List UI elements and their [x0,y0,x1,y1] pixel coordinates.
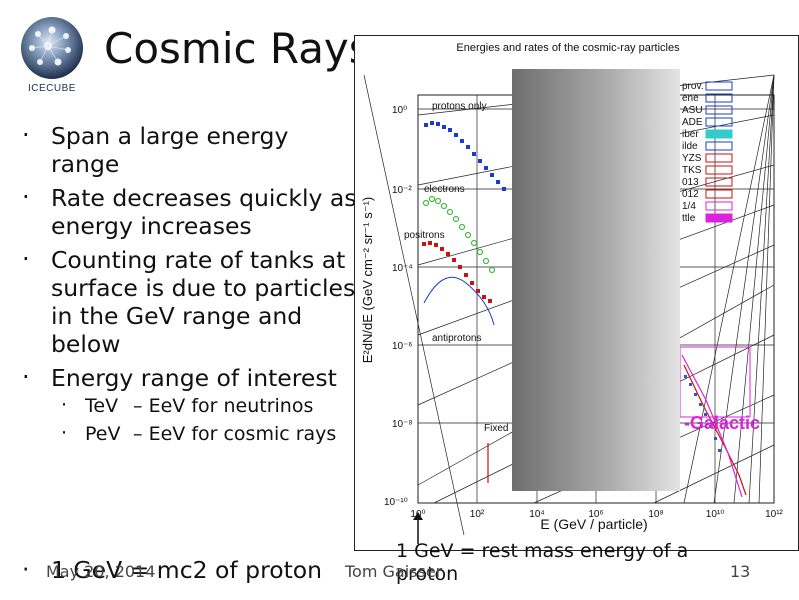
legend-markers [705,81,733,223]
sub-bullet-text: – EeV for neutrinos [133,395,314,417]
svg-text:10⁻⁶: 10⁻⁶ [392,341,413,352]
svg-text:ene: ene [682,93,699,104]
svg-text:YZS: YZS [682,153,702,164]
svg-text:10⁻¹⁰: 10⁻¹⁰ [384,497,408,508]
figure-title: Energies and rates of the cosmic-ray par… [456,42,680,54]
bullet-item-last: · 1 GeV = mc2 of proton [22,555,362,584]
bullet-item: Rate decreases quickly as energy increas… [22,183,362,240]
caption-arrow [413,512,423,544]
svg-text:10⁸: 10⁸ [648,509,663,520]
svg-text:TKS: TKS [682,165,702,176]
slide-title: Cosmic Rays [104,24,371,73]
legend: prov. ene ASU ADE iber ilde YZS TKS 013 … [682,81,704,224]
svg-text:012: 012 [682,189,699,200]
sub-bullet-lead: TeV [85,395,119,417]
footer-page-number: 13 [730,562,751,581]
bullet-item: Span a large energy range [22,121,362,178]
svg-text:ttle: ttle [682,213,696,224]
svg-text:ilde: ilde [682,141,698,152]
svg-text:1/4: 1/4 [682,201,696,212]
antiproton-curve [423,276,495,326]
x-axis-label: E (GeV / particle) [540,516,647,532]
svg-text:10¹⁰: 10¹⁰ [706,509,724,520]
svg-text:10⁰: 10⁰ [392,105,407,116]
bullet-item: Energy range of interest TeV – EeV for n… [22,363,362,446]
occluding-overlay [512,69,680,491]
svg-text:013: 013 [682,177,699,188]
high-energy-data-points [684,375,721,452]
svg-text:10⁻²: 10⁻² [392,185,412,196]
svg-text:iber: iber [682,129,699,140]
label-fixed: Fixed [484,423,508,434]
svg-text:10⁻⁸: 10⁻⁸ [392,419,413,430]
footer-author: Tom Gaisser [345,562,443,581]
svg-text:10⁴: 10⁴ [529,509,544,520]
y-axis-label: E²dN/dE (GeV cm⁻² sr⁻¹ s⁻¹) [360,197,375,363]
high-energy-curve [683,364,747,496]
label-protons: protons only [432,101,486,112]
icecube-logo: ICECUBE [18,16,88,94]
sub-bullet-text: – EeV for cosmic rays [133,423,337,445]
proton-data-points [424,121,506,191]
label-positrons: positrons [404,230,445,241]
electron-data-points [422,195,496,274]
svg-text:10⁻⁴: 10⁻⁴ [392,263,413,274]
bullet-text: 1 GeV = mc2 of proton [51,556,323,584]
sub-bullet-lead: PeV [85,423,121,445]
label-galactic: -Galactic [684,413,760,433]
bullet-text: Energy range of interest [51,364,337,392]
sub-bullet-list: TeV – EeV for neutrinos PeV – EeV for co… [51,394,362,446]
label-antiprotons: antiprotons [432,333,481,344]
cosmic-ray-spectrum-figure: Energies and rates of the cosmic-ray par… [354,35,799,551]
svg-text:10⁶: 10⁶ [588,509,603,520]
high-energy-curve-magenta [681,354,743,498]
footer-date: May 20, 2014 [46,562,156,581]
svg-text:ASU: ASU [682,105,703,116]
sub-bullet-item: TeV – EeV for neutrinos [51,394,362,418]
svg-text:ICECUBE: ICECUBE [28,83,76,94]
figure-caption: 1 GeV = rest mass energy of a proton [396,540,689,585]
bullet-dot: · [22,555,30,583]
svg-text:ADE: ADE [682,117,703,128]
y-tick-labels: 10⁰ 10⁻² 10⁻⁴ 10⁻⁶ 10⁻⁸ 10⁻¹⁰ [384,105,413,508]
label-electrons: electrons [424,184,465,195]
svg-text:10¹²: 10¹² [765,509,783,520]
svg-text:prov.: prov. [682,81,704,92]
bullet-list: Span a large energy range Rate decreases… [22,121,362,452]
bullet-item: Counting rate of tanks at surface is due… [22,245,362,358]
sub-bullet-item: PeV – EeV for cosmic rays [51,422,362,446]
positron-data-points [422,241,492,303]
svg-text:10²: 10² [470,509,485,520]
